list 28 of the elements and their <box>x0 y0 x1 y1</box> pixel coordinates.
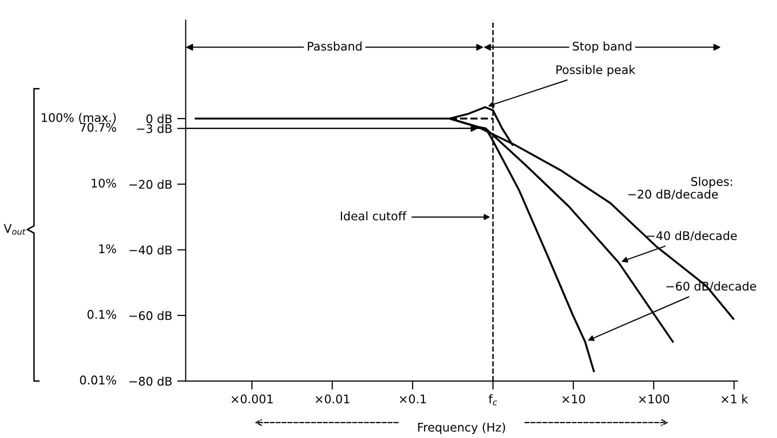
text: 1% <box>99 244 116 254</box>
text: 100% (max.) <box>42 112 116 124</box>
text: 70.7% <box>80 122 116 132</box>
annotation: Slopes: <box>691 176 732 188</box>
x-tick-label: ×1 k <box>722 394 748 404</box>
ref-line-label: Ideal cutoff <box>340 211 407 220</box>
x-tick-label: f$_{c}$ <box>488 394 498 406</box>
annotation: −40 dB/decade <box>647 230 737 242</box>
x-tick-label: ×0.001 <box>232 394 273 404</box>
text: 0.01% <box>80 376 116 384</box>
y-tick-label: −20 dB <box>130 180 172 189</box>
annotation: −20 dB/decade <box>628 189 718 200</box>
x-axis-title: Frequency (Hz) <box>418 422 506 434</box>
text: 0.1% <box>88 310 116 319</box>
y-tick-label: −40 dB <box>130 245 172 254</box>
x-tick-label: ×10 <box>562 394 586 404</box>
annotation: Stop band <box>572 42 632 53</box>
y-tick-label: 0 dB <box>146 114 172 124</box>
y-tick-label: −80 dB <box>130 376 172 386</box>
annotation: Passband <box>308 42 362 51</box>
text: 10% <box>92 178 116 188</box>
annotation: Possible peak <box>556 64 636 76</box>
x-tick-label: ×0.01 <box>316 394 350 404</box>
x-tick-label: ×0.1 <box>400 394 426 404</box>
text: V$_{out}$ <box>4 224 26 235</box>
y-tick-label: −3 dB <box>137 124 172 134</box>
x-tick-label: ×100 <box>639 394 670 404</box>
y-tick-label: −60 dB <box>130 310 172 320</box>
